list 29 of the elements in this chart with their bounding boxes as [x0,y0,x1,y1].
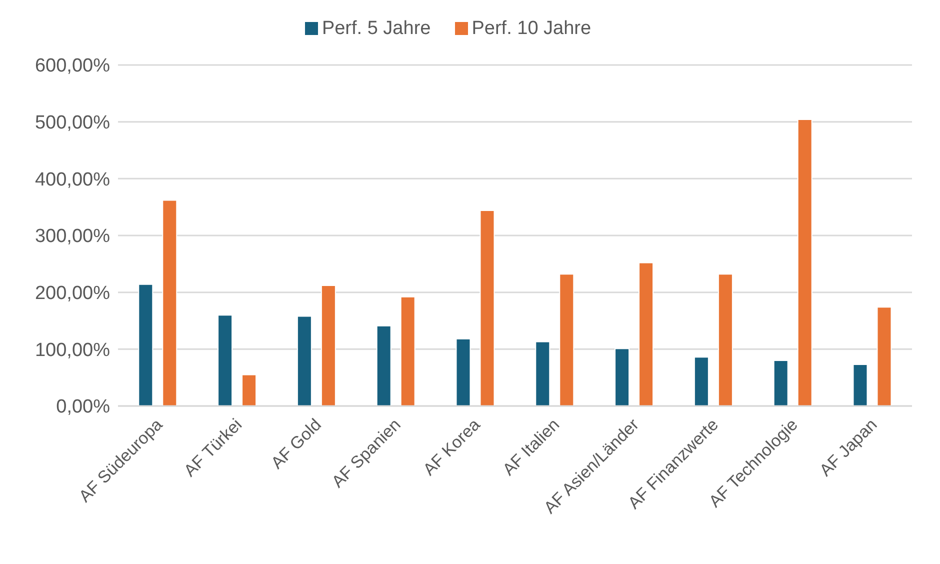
y-tick-label: 600,00% [34,56,110,77]
bar [797,119,812,406]
bar [456,338,471,406]
bar [535,341,550,406]
y-tick-label: 200,00% [34,283,110,304]
y-tick-label: 500,00% [34,112,110,134]
bar [138,284,154,406]
bar [218,314,233,406]
bar [773,360,788,406]
bar [400,296,416,406]
bar [638,262,654,406]
bar [376,325,392,406]
y-tick-label: 400,00% [34,169,110,190]
bar [876,306,892,406]
legend-label: Perf. 5 Jahre [322,18,431,39]
bar [242,374,257,406]
bar [852,364,868,406]
bar [162,200,178,406]
legend-label: Perf. 10 Jahre [472,18,592,39]
bar [614,348,630,406]
bar [480,210,495,406]
y-tick-label: 300,00% [34,226,110,248]
bar [718,274,733,406]
y-tick-label: 0,00% [56,396,110,418]
bar [694,356,709,406]
y-tick-label: 100,00% [34,340,110,361]
bar [559,274,574,406]
bar [296,316,312,406]
bar [320,285,336,406]
